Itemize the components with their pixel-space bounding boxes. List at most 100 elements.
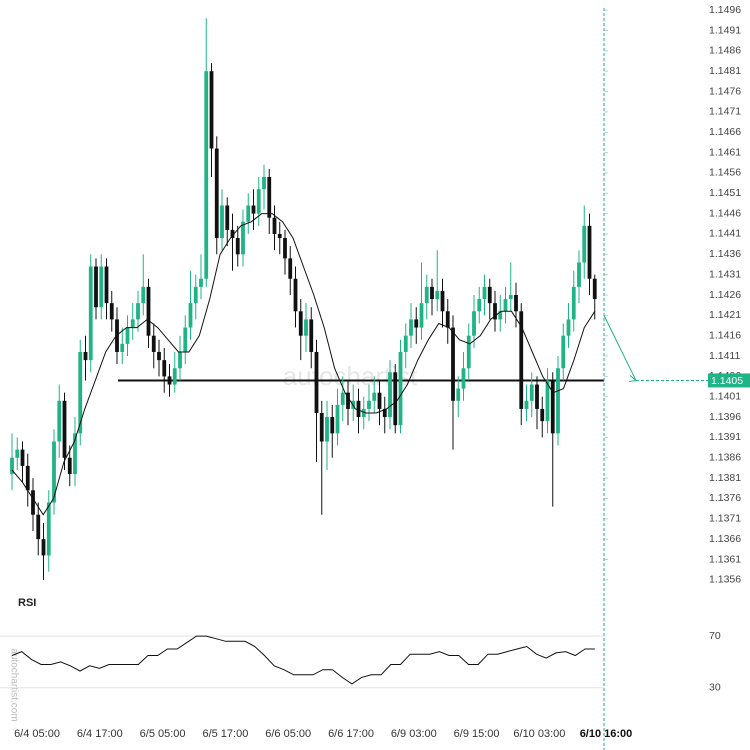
candle-body: [330, 417, 335, 434]
candle-body: [382, 408, 387, 418]
candle-body: [529, 384, 534, 401]
candle-body: [46, 502, 51, 556]
y-tick-label: 1.1371: [709, 513, 741, 525]
y-tick-label: 1.1491: [709, 24, 741, 36]
x-tick-label: 6/6 17:00: [328, 728, 374, 740]
candle-body: [498, 311, 503, 320]
candle-body: [272, 217, 277, 234]
candle-body: [456, 388, 461, 401]
candle-body: [83, 351, 88, 361]
candle-body: [41, 539, 46, 556]
candle-body: [372, 392, 377, 401]
y-tick-label: 1.1386: [709, 452, 741, 464]
candle-body: [293, 278, 298, 312]
candle-body: [403, 335, 408, 352]
candle-body: [309, 319, 314, 352]
candle-body: [162, 360, 167, 377]
y-tick-label: 1.1466: [709, 126, 741, 138]
candle-body: [571, 286, 576, 320]
candle-body: [445, 311, 450, 328]
candle-body: [62, 400, 67, 458]
candle-body: [36, 514, 41, 540]
candle-body: [167, 376, 172, 385]
candle-body: [277, 233, 282, 239]
candle-body: [73, 433, 77, 475]
candle-body: [246, 205, 251, 222]
y-tick-label: 1.1451: [709, 187, 741, 199]
candle-body: [325, 417, 329, 442]
candle-body: [361, 408, 366, 418]
candle-body: [424, 286, 429, 304]
rsi-title: RSI: [18, 597, 36, 609]
candle-body: [430, 286, 434, 300]
candle-body: [388, 372, 392, 418]
y-tick-label: 1.1461: [709, 146, 741, 158]
candle-body: [477, 299, 482, 312]
candle-body: [67, 457, 72, 475]
candle-body: [57, 400, 62, 442]
candle-body: [288, 258, 293, 279]
candle-body: [251, 205, 256, 214]
y-tick-label: 1.1411: [709, 350, 740, 362]
candle-body: [550, 380, 555, 434]
candle-body: [314, 351, 319, 413]
candle-body: [393, 372, 398, 426]
candle-body: [340, 392, 345, 405]
candle-body: [451, 327, 455, 401]
rsi-line: [11, 635, 595, 685]
candle-body: [582, 225, 587, 263]
rsi-level-label: 70: [709, 630, 721, 642]
candle-body: [52, 441, 56, 503]
candle-body: [409, 319, 413, 336]
candle-body: [99, 266, 104, 308]
y-tick-label: 1.1421: [709, 309, 741, 321]
candle-body: [493, 303, 497, 320]
y-tick-label: 1.1401: [709, 391, 741, 403]
candle-body: [414, 319, 419, 328]
candle-body: [319, 413, 324, 442]
y-tick-label: 1.1446: [709, 207, 741, 219]
candle-body: [561, 335, 566, 369]
candle-body: [440, 290, 445, 312]
candle-body: [10, 457, 14, 475]
candle-body: [183, 327, 188, 352]
candle-body: [587, 225, 592, 279]
candle-body: [592, 278, 597, 300]
candle-body: [220, 205, 224, 239]
y-tick-label: 1.1481: [709, 65, 741, 77]
candle-body: [482, 286, 487, 300]
candle-body: [193, 286, 198, 304]
x-tick-label: 6/4 05:00: [14, 728, 60, 740]
candle-body: [209, 71, 214, 149]
y-tick-label: 1.1456: [709, 167, 741, 179]
candle-body: [519, 311, 524, 409]
candle-body: [545, 380, 550, 422]
x-tick-label: 6/10 03:00: [513, 728, 565, 740]
candle-body: [535, 384, 539, 409]
candle-body: [524, 400, 529, 409]
y-tick-label: 1.1431: [709, 268, 741, 280]
candle-body: [419, 303, 424, 328]
candle-body: [356, 400, 361, 418]
candle-body: [235, 238, 240, 255]
candle-body: [577, 262, 581, 287]
candle-body: [487, 286, 492, 304]
y-tick-label: 1.1426: [709, 289, 741, 301]
candle-body: [267, 177, 272, 218]
candle-body: [25, 465, 30, 491]
x-tick-label: 6/10 16:00: [580, 728, 633, 740]
y-tick-label: 1.1441: [709, 228, 741, 240]
x-tick-label: 6/5 17:00: [202, 728, 248, 740]
candle-body: [256, 189, 261, 214]
candle-body: [31, 490, 35, 515]
candle-body: [283, 238, 287, 259]
candle-body: [130, 319, 135, 328]
y-tick-label: 1.1361: [709, 553, 741, 565]
y-tick-label: 1.1486: [709, 45, 741, 57]
candle-body: [398, 351, 403, 426]
y-tick-label: 1.1416: [709, 329, 741, 341]
candle-body: [466, 335, 471, 369]
candle-body: [199, 278, 203, 287]
candle-body: [435, 290, 440, 300]
